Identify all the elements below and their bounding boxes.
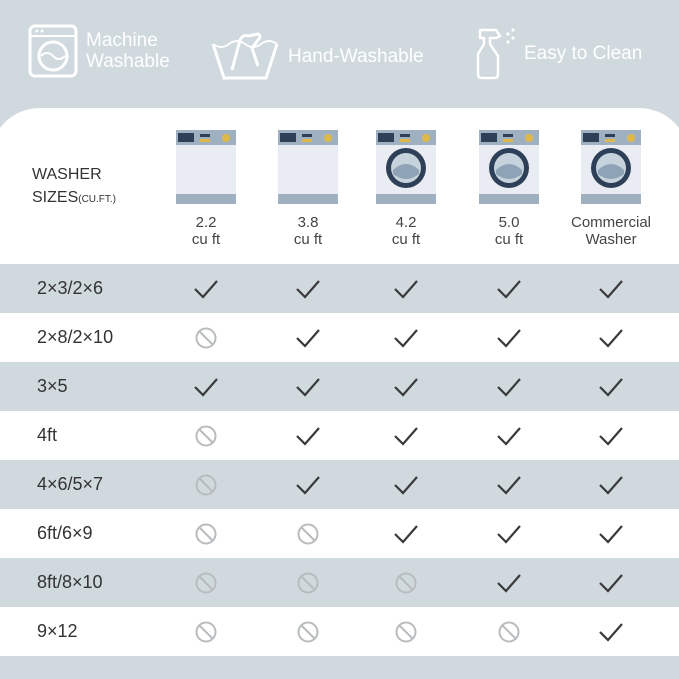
check-icon — [393, 423, 419, 449]
column-header: Commercial Washer — [561, 130, 661, 248]
table-row: 4×6/5×7 — [0, 460, 679, 509]
column-header: 5.0 cu ft — [459, 130, 559, 248]
not-allowed-icon — [193, 472, 219, 498]
washer-icon — [176, 130, 236, 204]
size-label: 3×5 — [37, 376, 68, 396]
size-label: 6ft/6×9 — [37, 523, 93, 543]
column-header: 3.8 cu ft — [258, 130, 358, 248]
header-line: WASHER — [32, 166, 102, 183]
feature-hand-washable: Hand-Washable — [210, 30, 424, 82]
column-label: 4.2 — [395, 214, 417, 231]
check-icon — [598, 472, 624, 498]
size-label: 2×8/2×10 — [37, 327, 114, 347]
table-row: 3×5 — [0, 362, 679, 411]
check-icon — [393, 374, 419, 400]
washer-sizes-header: WASHER SIZES(CU.FT.) — [32, 163, 116, 211]
check-icon — [193, 374, 219, 400]
table-row: 6ft/6×9 — [0, 509, 679, 558]
check-icon — [295, 374, 321, 400]
table-row: 2×3/2×6 — [0, 264, 679, 313]
column-header: 2.2 cu ft — [156, 130, 256, 248]
size-label: 8ft/8×10 — [37, 572, 103, 592]
check-icon — [496, 521, 522, 547]
washer-icon — [479, 130, 539, 204]
header-unit: (CU.FT.) — [78, 194, 117, 205]
washer-icon — [581, 130, 641, 204]
not-allowed-icon — [193, 325, 219, 351]
feature-label: Machine — [86, 30, 158, 51]
not-allowed-icon — [193, 619, 219, 645]
feature-easy-to-clean: Easy to Clean — [474, 26, 642, 80]
column-label: Commercial — [570, 214, 651, 231]
column-label: Washer — [585, 231, 637, 248]
check-icon — [496, 570, 522, 596]
spray-bottle-icon — [476, 28, 515, 80]
not-allowed-icon — [193, 521, 219, 547]
check-icon — [496, 472, 522, 498]
column-label: 2.2 — [195, 214, 217, 231]
size-label: 9×12 — [37, 621, 78, 641]
not-allowed-icon — [393, 619, 419, 645]
washing-machine-icon — [28, 24, 78, 78]
check-icon — [496, 374, 522, 400]
not-allowed-icon — [393, 570, 419, 596]
column-label: cu ft — [293, 231, 323, 248]
column-label: 3.8 — [297, 214, 319, 231]
check-icon — [598, 374, 624, 400]
check-icon — [295, 325, 321, 351]
size-label: 4×6/5×7 — [37, 474, 104, 494]
not-allowed-icon — [295, 619, 321, 645]
not-allowed-icon — [496, 619, 522, 645]
header-line: SIZES — [32, 189, 79, 206]
column-label: cu ft — [391, 231, 421, 248]
feature-label: Hand-Washable — [288, 45, 424, 67]
hand-wash-icon — [211, 32, 279, 80]
not-allowed-icon — [295, 570, 321, 596]
check-icon — [393, 472, 419, 498]
feature-machine-washable: Machine Washable — [28, 24, 170, 78]
check-icon — [393, 521, 419, 547]
table-row: 9×12 — [0, 607, 679, 656]
table-row: 2×8/2×10 — [0, 313, 679, 362]
column-header: 4.2 cu ft — [356, 130, 456, 248]
check-icon — [193, 276, 219, 302]
check-icon — [496, 325, 522, 351]
feature-label: Easy to Clean — [524, 42, 643, 64]
check-icon — [598, 325, 624, 351]
washer-icon — [376, 130, 436, 204]
check-icon — [598, 619, 624, 645]
not-allowed-icon — [193, 570, 219, 596]
feature-label: Washable — [86, 51, 170, 72]
check-icon — [496, 423, 522, 449]
washer-icon — [278, 130, 338, 204]
check-icon — [598, 276, 624, 302]
table-row: 4ft — [0, 411, 679, 460]
check-icon — [295, 276, 321, 302]
not-allowed-icon — [295, 521, 321, 547]
column-label: 5.0 — [498, 214, 520, 231]
comparison-card — [0, 108, 679, 264]
size-table: 2×3/2×6 2×8/2×10 3×5 4ft 4×6/5×7 6ft/6×9 8ft/8… — [0, 264, 679, 656]
check-icon — [295, 472, 321, 498]
check-icon — [598, 521, 624, 547]
not-allowed-icon — [193, 423, 219, 449]
check-icon — [393, 276, 419, 302]
check-icon — [598, 423, 624, 449]
check-icon — [295, 423, 321, 449]
size-label: 2×3/2×6 — [37, 278, 104, 298]
column-label: cu ft — [494, 231, 524, 248]
size-label: 4ft — [37, 425, 58, 445]
check-icon — [598, 570, 624, 596]
table-row: 8ft/8×10 — [0, 558, 679, 607]
check-icon — [496, 276, 522, 302]
column-label: cu ft — [191, 231, 221, 248]
check-icon — [393, 325, 419, 351]
